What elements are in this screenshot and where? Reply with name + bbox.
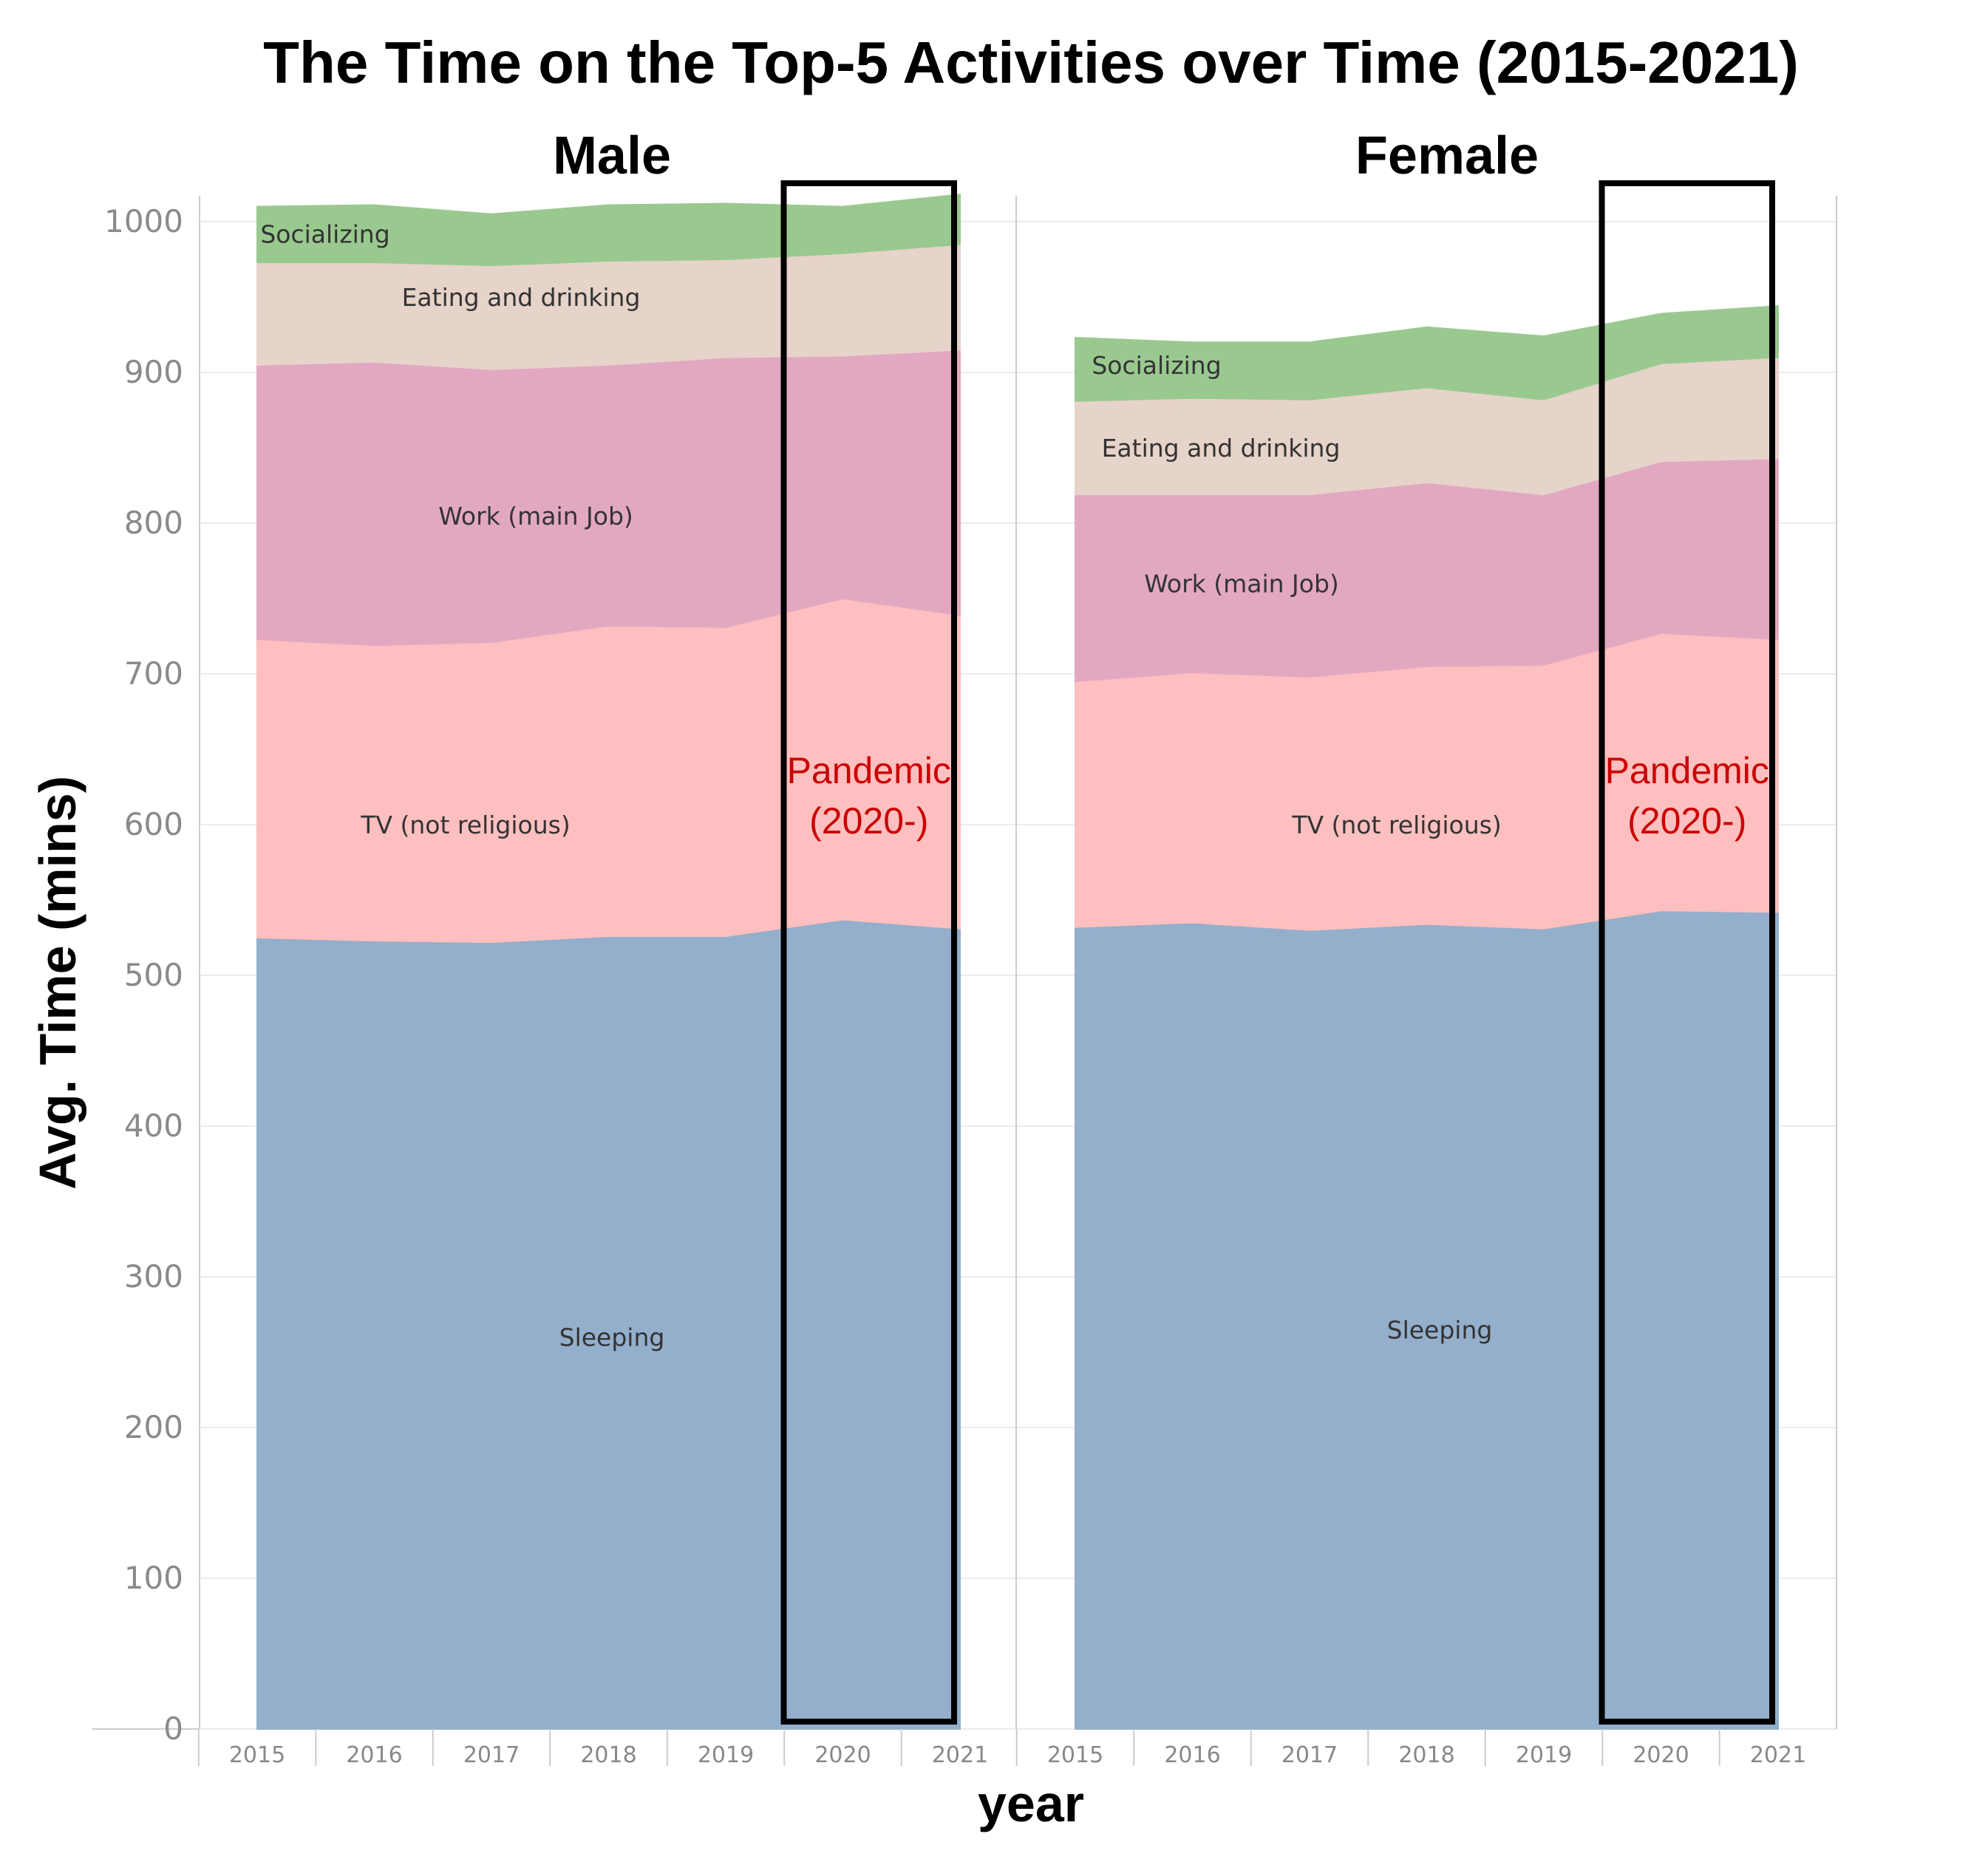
pandemic-box [780, 180, 957, 1725]
series-label: TV (not religious) [360, 811, 570, 839]
y-axis-label: Avg. Time (mins) [29, 776, 86, 1190]
pandemic-label-line1: Pandemic [787, 750, 951, 791]
x-tick-label: 2021 [1750, 1742, 1806, 1768]
x-tick-label: 2017 [1281, 1742, 1338, 1768]
x-axis-label: year [978, 1775, 1084, 1832]
y-tick-label: 1000 [104, 203, 183, 239]
x-tick-label: 2016 [346, 1742, 402, 1768]
panels: 0 100 200 300 400 500 600 700 800 900 1000 Male Slee… [92, 126, 1837, 1768]
series-label: Socializing [260, 219, 389, 248]
pandemic-label-line1: Pandemic [1605, 750, 1769, 791]
y-tick-label: 0 [163, 1711, 183, 1747]
y-tick-label: 600 [124, 806, 183, 842]
x-tick-label: 2019 [1516, 1742, 1572, 1768]
series-label: Eating and drinking [1102, 434, 1341, 463]
y-tick-label: 700 [124, 655, 183, 692]
series-label: TV (not religious) [1291, 811, 1501, 839]
chart-title: The Time on the Top-5 Activities over Ti… [263, 30, 1799, 95]
x-tick-label: 2020 [1633, 1742, 1689, 1768]
panel-header: Female [1355, 126, 1539, 185]
x-tick-label: 2018 [1398, 1742, 1454, 1768]
panel-header: Male [553, 126, 671, 185]
panel-female: Female Sleeping TV (not religious) Work (ma… [1015, 126, 1837, 1768]
y-tick-label: 100 [124, 1560, 183, 1596]
series-label: Socializing [1092, 351, 1221, 380]
series-label: Work (main Job) [1144, 570, 1339, 598]
x-tick-label: 2016 [1164, 1742, 1220, 1768]
series-label: Sleeping [1387, 1315, 1493, 1344]
panel-male: Male Sleeping TV (not religious) Work (main… [197, 126, 1017, 1768]
y-tick-label: 500 [124, 957, 183, 993]
x-tick-label: 2019 [698, 1742, 754, 1768]
series-label: Work (main Job) [438, 502, 633, 531]
series-label: Eating and drinking [402, 283, 641, 312]
pandemic-label-line2: (2020-) [809, 800, 928, 842]
x-tick-label: 2018 [580, 1742, 636, 1768]
x-tick-label: 2021 [932, 1742, 988, 1768]
y-tick-label: 400 [124, 1108, 183, 1144]
pandemic-label-line2: (2020-) [1627, 800, 1746, 842]
series-label: Sleeping [559, 1323, 665, 1352]
x-tick-label: 2017 [463, 1742, 520, 1768]
y-tick-label: 900 [124, 354, 183, 390]
x-tick-label: 2015 [1047, 1742, 1103, 1768]
x-tick-label: 2015 [229, 1742, 285, 1768]
y-tick-label: 200 [124, 1409, 183, 1445]
pandemic-box [1599, 180, 1775, 1725]
y-tick-label: 800 [124, 505, 183, 541]
y-tick-label: 300 [124, 1258, 183, 1295]
x-tick-label: 2020 [814, 1742, 871, 1768]
